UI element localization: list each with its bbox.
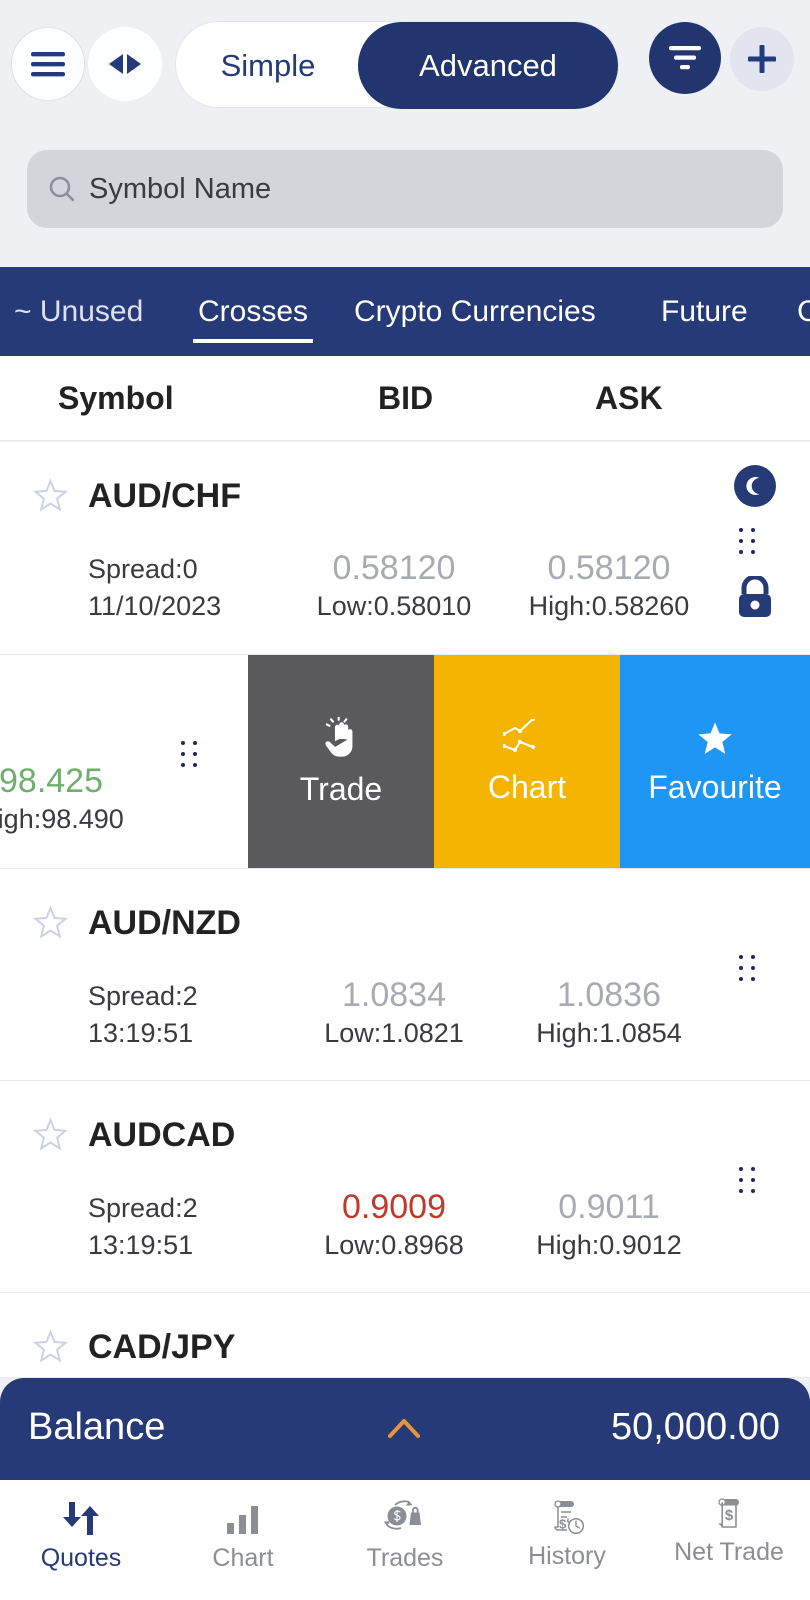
svg-text:$: $	[559, 1517, 567, 1532]
svg-text:$: $	[725, 1507, 734, 1524]
